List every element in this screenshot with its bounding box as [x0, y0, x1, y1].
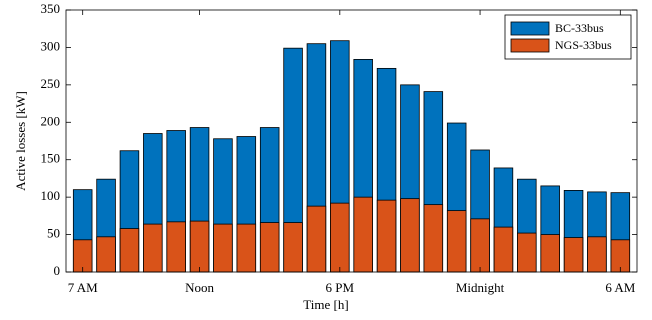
bar: [353, 196, 373, 273]
bar: [540, 234, 560, 273]
bar: [517, 232, 537, 273]
y-tick-label: 350: [41, 1, 61, 16]
y-tick-label: 0: [54, 263, 61, 278]
y-tick-label: 300: [41, 38, 61, 53]
bar: [563, 237, 584, 273]
legend-swatch: [510, 21, 550, 36]
y-tick-label: 150: [41, 151, 61, 166]
x-tick-label: Noon: [185, 280, 214, 295]
bar: [306, 205, 327, 273]
x-tick-label: 7 AM: [68, 280, 98, 295]
y-tick-label: 100: [41, 188, 61, 203]
bar: [330, 202, 350, 273]
bar: [166, 221, 186, 273]
legend-swatch: [510, 38, 550, 53]
bar: [376, 199, 397, 273]
bar: [96, 236, 116, 273]
x-axis-label: Time [h]: [303, 297, 348, 312]
bar: [189, 220, 210, 273]
bar: [446, 210, 467, 273]
x-tick-label: 6 AM: [605, 280, 635, 295]
bar: [283, 222, 303, 273]
plot-frame: [65, 9, 638, 273]
bar: [119, 228, 140, 273]
bar: [143, 223, 163, 273]
bar: [587, 236, 607, 273]
bar: [259, 222, 280, 273]
bar: [423, 204, 444, 273]
y-tick-label: 200: [41, 113, 61, 128]
y-tick-label: 50: [47, 226, 60, 241]
bar: [236, 223, 257, 273]
bar: [400, 198, 420, 273]
x-tick-label: 6 PM: [326, 280, 355, 295]
bar: [493, 226, 514, 273]
bar: [213, 223, 233, 273]
y-axis-label: Active losses [kW]: [13, 91, 28, 191]
legend-label: NGS-33bus: [555, 38, 612, 52]
legend-label: BC-33bus: [555, 21, 604, 35]
x-tick-label: Midnight: [456, 280, 505, 295]
y-tick-label: 250: [41, 76, 61, 91]
bar: [470, 218, 490, 273]
